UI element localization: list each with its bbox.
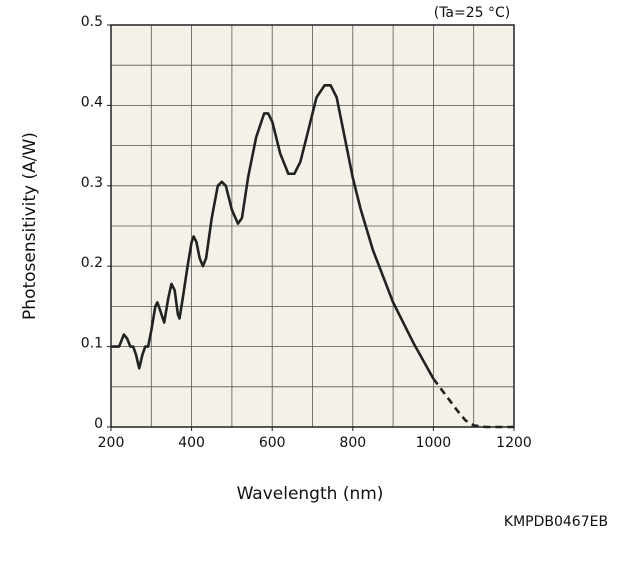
- line: [111, 84, 435, 380]
- x-tick-label: 800: [339, 435, 366, 451]
- x-tick-label: 400: [178, 435, 205, 451]
- x-tick-label: 600: [259, 435, 286, 451]
- annotation: (Ta=25 °C): [434, 5, 511, 21]
- x-axis-label: Wavelength (nm): [237, 484, 384, 504]
- y-tick-label: 0.3: [81, 175, 103, 191]
- line: [432, 377, 514, 429]
- x-tick-label: 200: [98, 435, 125, 451]
- y-tick-label: 0.1: [81, 336, 103, 352]
- y-tick-label: 0.4: [81, 94, 103, 110]
- y-tick-label: 0.2: [81, 255, 103, 271]
- plot-frame: [110, 24, 515, 428]
- x-tick-label: 1200: [496, 435, 532, 451]
- figure-code: KMPDB0467EB: [504, 514, 608, 530]
- y-tick-label: 0: [94, 416, 103, 432]
- y-axis-label: Photosensitivity (A/W): [20, 132, 40, 320]
- x-tick-label: 1000: [416, 435, 452, 451]
- y-tick-label: 0.5: [81, 14, 103, 30]
